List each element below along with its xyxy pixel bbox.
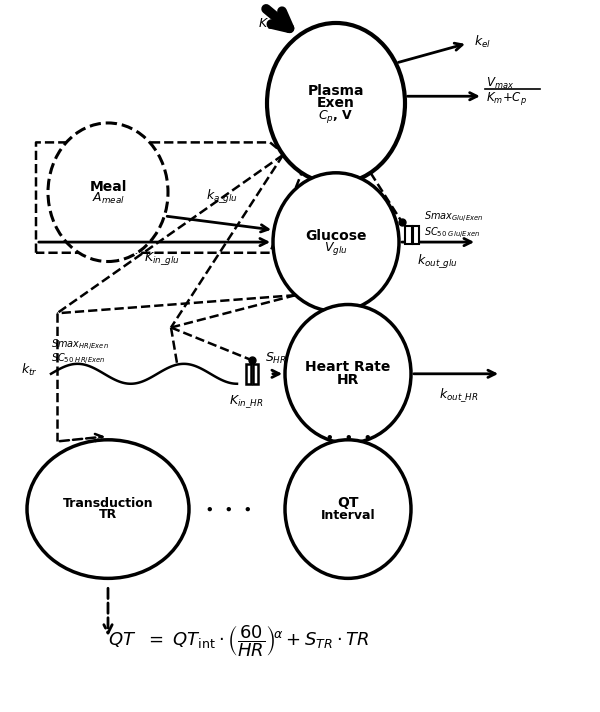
Text: $Smax_{Glu/Exen}$: $Smax_{Glu/Exen}$ — [424, 209, 484, 225]
Text: $K_0$: $K_0$ — [258, 17, 273, 33]
Text: $\bullet$  $\bullet$  $\bullet$: $\bullet$ $\bullet$ $\bullet$ — [204, 501, 252, 517]
Text: HR: HR — [337, 373, 359, 387]
Text: $K_{in\_HR}$: $K_{in\_HR}$ — [229, 394, 263, 411]
Text: QT: QT — [337, 496, 359, 511]
Text: $k_{a\_glu}$: $k_{a\_glu}$ — [206, 189, 238, 206]
Text: Glucose: Glucose — [305, 229, 367, 244]
Text: $A_{meal}$: $A_{meal}$ — [92, 191, 124, 206]
Ellipse shape — [48, 123, 168, 261]
Text: $k_{el}$: $k_{el}$ — [474, 33, 491, 50]
Ellipse shape — [267, 23, 405, 184]
Bar — [405, 226, 412, 244]
Bar — [246, 364, 251, 384]
Text: $k_{tr}$: $k_{tr}$ — [21, 362, 38, 378]
Text: $SC_{50\ Glu/Exen}$: $SC_{50\ Glu/Exen}$ — [424, 226, 480, 241]
Text: Exen: Exen — [317, 96, 355, 110]
Text: Heart Rate: Heart Rate — [305, 360, 391, 375]
Text: Plasma: Plasma — [308, 84, 364, 98]
Text: $\bullet$  $\bullet$  $\bullet$: $\bullet$ $\bullet$ $\bullet$ — [324, 430, 372, 446]
Ellipse shape — [285, 440, 411, 578]
Text: $K_m$$+C_p$: $K_m$$+C_p$ — [486, 90, 527, 107]
Text: $K_{in\_glu}$: $K_{in\_glu}$ — [144, 250, 180, 267]
Text: $SC_{50\ HR/Exen}$: $SC_{50\ HR/Exen}$ — [51, 352, 106, 367]
Text: $C_p$, V: $C_p$, V — [319, 108, 353, 125]
Ellipse shape — [273, 173, 399, 311]
Text: TR: TR — [99, 508, 117, 521]
Bar — [253, 364, 258, 384]
Text: Meal: Meal — [89, 179, 127, 194]
Ellipse shape — [285, 305, 411, 443]
Text: Interval: Interval — [320, 509, 376, 522]
Text: $k_{out\_glu}$: $k_{out\_glu}$ — [418, 253, 458, 271]
Text: $V_{max}$: $V_{max}$ — [486, 76, 514, 91]
Text: $S_{HR}$: $S_{HR}$ — [265, 350, 287, 366]
Ellipse shape — [27, 440, 189, 578]
Bar — [413, 226, 419, 244]
Text: $QT\ \ =\ QT_{\rm int}\cdot\left(\dfrac{60}{HR}\right)^{\!\alpha}+S_{TR}\cdot TR: $QT\ \ =\ QT_{\rm int}\cdot\left(\dfrac{… — [108, 623, 370, 659]
Text: $V_{glu}$: $V_{glu}$ — [324, 240, 348, 257]
Text: Transduction: Transduction — [62, 497, 154, 510]
Text: $k_{out\_HR}$: $k_{out\_HR}$ — [439, 387, 479, 404]
Text: $Smax_{HR/Exen}$: $Smax_{HR/Exen}$ — [51, 337, 109, 353]
